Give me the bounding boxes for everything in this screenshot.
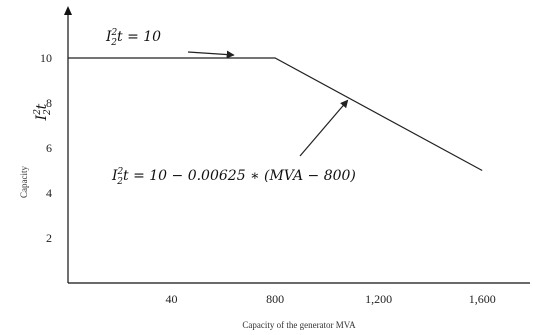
y-axis-arrow-icon — [64, 6, 72, 15]
y-axis-title: Capacity — [19, 166, 29, 198]
x-tick-label: 800 — [266, 292, 284, 306]
annotation-flat-label: I2 2t = 10 — [105, 28, 161, 48]
series-line — [68, 57, 483, 172]
x-tick-label: 40 — [166, 292, 178, 306]
annotation-flat-arrow — [187, 50, 235, 59]
x-tick-label: 1,200 — [365, 292, 392, 306]
annotation-slope-arrow — [299, 99, 349, 157]
x-tick-label: 1,600 — [469, 292, 496, 306]
y-tick-label: 8 — [46, 96, 52, 110]
annotation-slope-label: I2 2t = 10 − 0.00625 ∗ (MVA − 800) — [111, 167, 356, 187]
x-axis-title: Capacity of the generator MVA — [242, 320, 356, 330]
y-tick-label: 6 — [46, 141, 52, 155]
y-tick-label: 2 — [46, 231, 52, 245]
y-tick-label: 10 — [40, 51, 52, 65]
y-axis-formula-label: I22t — [33, 103, 53, 121]
y-tick-label: 4 — [46, 186, 52, 200]
